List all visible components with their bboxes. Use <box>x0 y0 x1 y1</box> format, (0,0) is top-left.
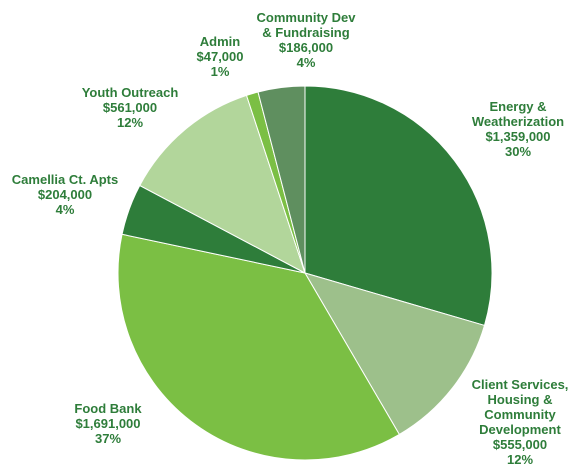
slice-label-line: $555,000 <box>493 437 547 452</box>
slice-label-line: $204,000 <box>38 187 92 202</box>
pie-slice <box>304 85 493 327</box>
pie-slice <box>257 85 306 274</box>
slice-label-line: 37% <box>95 431 121 446</box>
slice-label-line: Housing & <box>488 392 553 407</box>
slice-label-line: Development <box>479 422 561 437</box>
pie-slice <box>117 233 401 461</box>
slice-label-line: 4% <box>56 202 75 217</box>
slice-label-line: $561,000 <box>103 100 157 115</box>
slice-label-line: 4% <box>297 55 316 70</box>
slice-label-line: Food Bank <box>74 401 142 416</box>
slice-label-line: $186,000 <box>279 40 333 55</box>
slice-label-line: $1,359,000 <box>485 129 550 144</box>
pie-slice <box>303 272 486 436</box>
slice-label-line: 1% <box>211 64 230 79</box>
pie-slice <box>139 94 306 275</box>
slice-label-line: Energy & <box>489 99 546 114</box>
slice-label-line: Client Services, <box>472 377 569 392</box>
slice-label-line: 12% <box>117 115 143 130</box>
slice-label-line: 30% <box>505 144 531 159</box>
slice-label-line: $47,000 <box>197 49 244 64</box>
slice-label-line: Admin <box>200 34 241 49</box>
slice-label: Client Services,Housing &CommunityDevelo… <box>472 377 569 467</box>
slice-label-line: Community Dev <box>257 10 357 25</box>
slice-label-line: $1,691,000 <box>75 416 140 431</box>
slice-label-line: Youth Outreach <box>82 85 179 100</box>
slice-label-line: Community <box>484 407 556 422</box>
slice-label-line: Camellia Ct. Apts <box>12 172 118 187</box>
slice-label-line: Weatherization <box>472 114 564 129</box>
pie-slices <box>117 85 493 461</box>
slice-label-line: 12% <box>507 452 533 467</box>
slice-label-line: & Fundraising <box>262 25 349 40</box>
